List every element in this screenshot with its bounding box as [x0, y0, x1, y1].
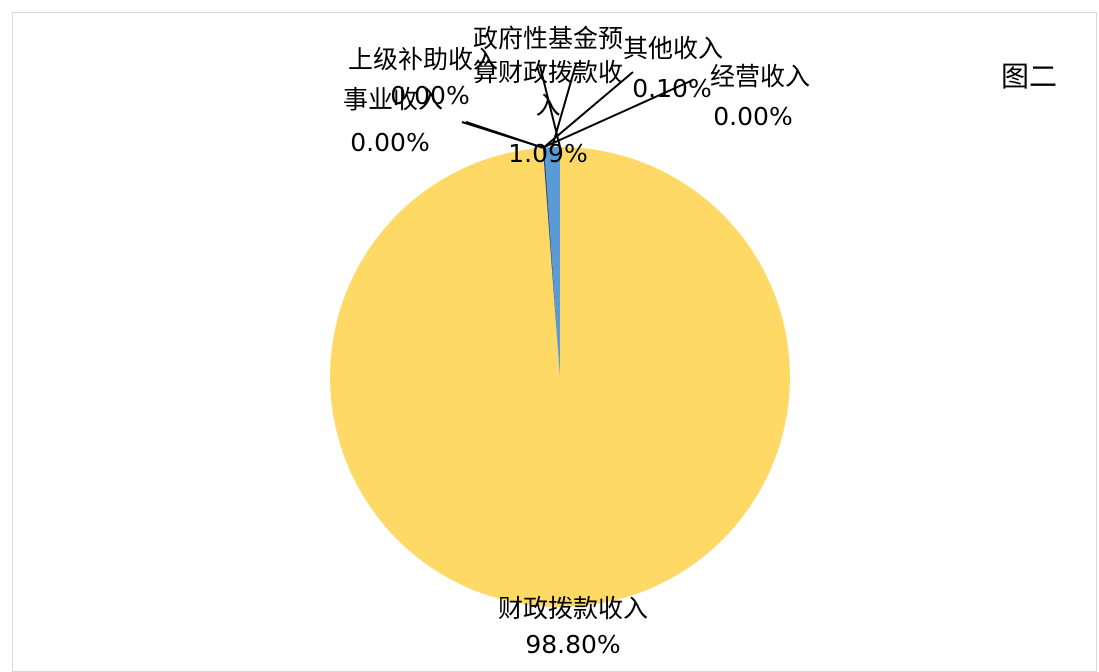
pie-slice	[544, 147, 560, 377]
pie-slice	[330, 147, 791, 607]
leader-line	[542, 71, 634, 149]
slice-name-label: 算财政拨款收	[473, 58, 623, 87]
slice-name-label: 上级补助收入	[348, 45, 498, 74]
leader-line	[539, 65, 561, 148]
slice-value-label: 0.00%	[713, 102, 792, 131]
slice-value-label: 98.80%	[525, 630, 620, 659]
slice-name-label: 其他收入	[623, 34, 723, 63]
slice-value-label: 1.09%	[508, 139, 587, 168]
leader-line	[542, 79, 694, 149]
pie-slice	[542, 147, 560, 377]
slice-name-label: 事业收入	[343, 85, 443, 114]
slice-name-label: 经营收入	[710, 62, 810, 91]
slice-value-label: 0.10%	[632, 74, 711, 103]
slice-name-label: 政府性基金预	[473, 24, 623, 53]
figure-title: 图二	[1001, 60, 1058, 93]
leader-line	[461, 121, 544, 149]
slice-value-label: 0.00%	[350, 128, 429, 157]
slice-name-label: 财政拨款收入	[498, 594, 648, 623]
slice-value-label: 0.00%	[390, 81, 469, 110]
